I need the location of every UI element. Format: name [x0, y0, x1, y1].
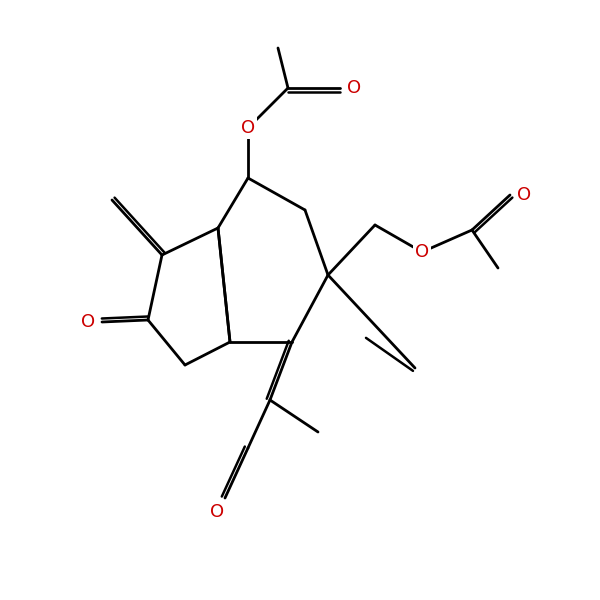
- Text: O: O: [81, 313, 95, 331]
- Text: O: O: [347, 79, 361, 97]
- Text: O: O: [241, 119, 255, 137]
- Text: O: O: [210, 503, 224, 521]
- Text: O: O: [517, 186, 531, 204]
- Text: O: O: [415, 243, 429, 261]
